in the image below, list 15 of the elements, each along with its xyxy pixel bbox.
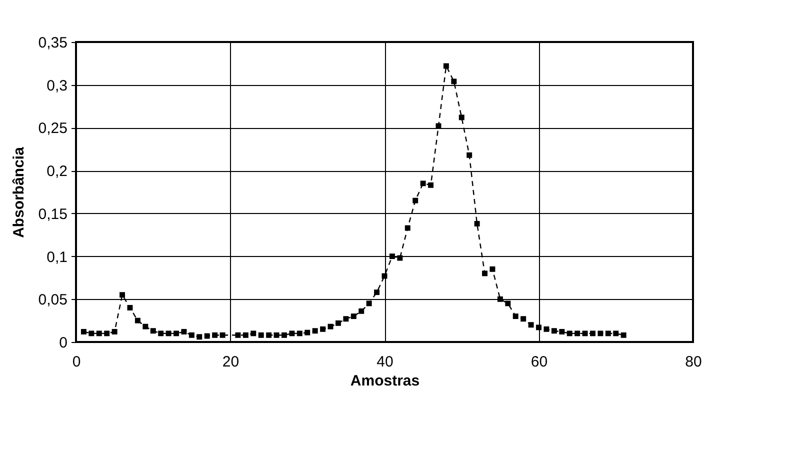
x-tick-label: 60 [530, 354, 548, 370]
y-tick-label: 0,2 [46, 163, 68, 180]
x-tick-label: 80 [685, 354, 702, 370]
y-tick-label: 0,35 [38, 34, 68, 52]
y-tick-label: 0,15 [38, 206, 68, 223]
y-tick-label: 0 [59, 334, 68, 352]
y-tick-label: 0,25 [38, 120, 68, 138]
x-tick-label: 20 [222, 354, 240, 370]
x-axis-title: Amostras [350, 372, 420, 390]
x-tick-label: 40 [376, 354, 394, 370]
y-tick-label: 0,1 [46, 248, 68, 266]
y-tick-label: 0,3 [46, 77, 68, 94]
x-tick-label: 0 [72, 354, 81, 370]
y-axis-title: Absorbância [10, 146, 28, 238]
y-tick-label: 0,05 [38, 292, 68, 309]
